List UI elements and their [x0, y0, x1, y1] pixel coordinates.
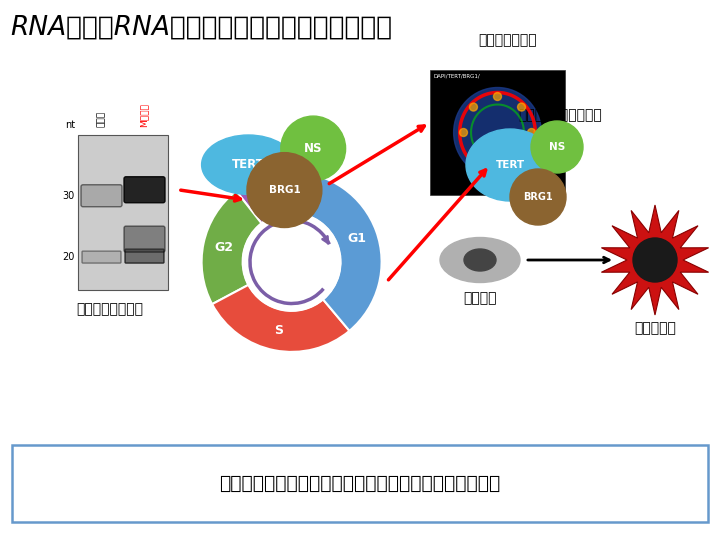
FancyBboxPatch shape — [12, 445, 708, 522]
Text: nt: nt — [65, 120, 75, 130]
Circle shape — [518, 103, 526, 111]
Wedge shape — [236, 172, 292, 224]
Circle shape — [459, 129, 467, 137]
Text: G2: G2 — [214, 241, 233, 254]
Circle shape — [518, 154, 526, 162]
FancyBboxPatch shape — [124, 226, 165, 252]
FancyBboxPatch shape — [124, 177, 165, 202]
Text: がん幹細胞: がん幹細胞 — [634, 321, 676, 335]
Circle shape — [243, 213, 341, 311]
Circle shape — [469, 154, 477, 162]
Ellipse shape — [440, 238, 520, 282]
Ellipse shape — [454, 87, 541, 178]
Circle shape — [493, 165, 502, 172]
Circle shape — [510, 169, 566, 225]
Text: G1: G1 — [347, 232, 366, 245]
FancyBboxPatch shape — [82, 251, 121, 263]
Bar — [78, 135, 168, 290]
Text: BRG1: BRG1 — [523, 192, 553, 202]
Text: M: M — [263, 190, 275, 202]
Text: NS: NS — [304, 142, 323, 155]
Text: TERT: TERT — [495, 160, 525, 170]
FancyBboxPatch shape — [81, 185, 122, 207]
Wedge shape — [212, 285, 349, 352]
Circle shape — [528, 129, 536, 137]
Text: 細胞分裂に必要: 細胞分裂に必要 — [478, 33, 537, 47]
Wedge shape — [292, 172, 382, 331]
Text: RNA依存性RNAポリメラーゼ活性とがん幹細胞: RNA依存性RNAポリメラーゼ活性とがん幹細胞 — [10, 15, 392, 41]
Text: 非回調: 非回調 — [96, 111, 106, 127]
Ellipse shape — [464, 249, 496, 271]
Circle shape — [469, 103, 477, 111]
Text: 20: 20 — [63, 252, 75, 262]
Text: M期回調: M期回調 — [140, 103, 148, 127]
Ellipse shape — [466, 129, 554, 201]
FancyBboxPatch shape — [125, 249, 164, 263]
Circle shape — [633, 238, 677, 282]
Text: がん幹細胞の機能維持: がん幹細胞の機能維持 — [518, 108, 602, 122]
Text: がん細胞: がん細胞 — [463, 291, 497, 305]
Circle shape — [531, 121, 583, 173]
Text: S: S — [274, 323, 283, 336]
Text: TERT: TERT — [232, 158, 265, 171]
Text: 分裂期に高い活性: 分裂期に高い活性 — [76, 302, 143, 316]
Text: 30: 30 — [63, 191, 75, 201]
Polygon shape — [601, 205, 708, 315]
Circle shape — [281, 116, 346, 181]
Ellipse shape — [202, 135, 295, 194]
Bar — [430, 70, 565, 195]
Text: NS: NS — [549, 142, 565, 152]
Wedge shape — [202, 191, 261, 304]
Text: DAPI/TERT/BRG1/: DAPI/TERT/BRG1/ — [433, 73, 480, 78]
Text: ・どのようにしてがん幹細胞の機能維持に関わるのか？: ・どのようにしてがん幹細胞の機能維持に関わるのか？ — [220, 474, 500, 493]
Text: BRG1: BRG1 — [269, 185, 300, 195]
Circle shape — [493, 92, 502, 100]
Circle shape — [247, 153, 322, 227]
